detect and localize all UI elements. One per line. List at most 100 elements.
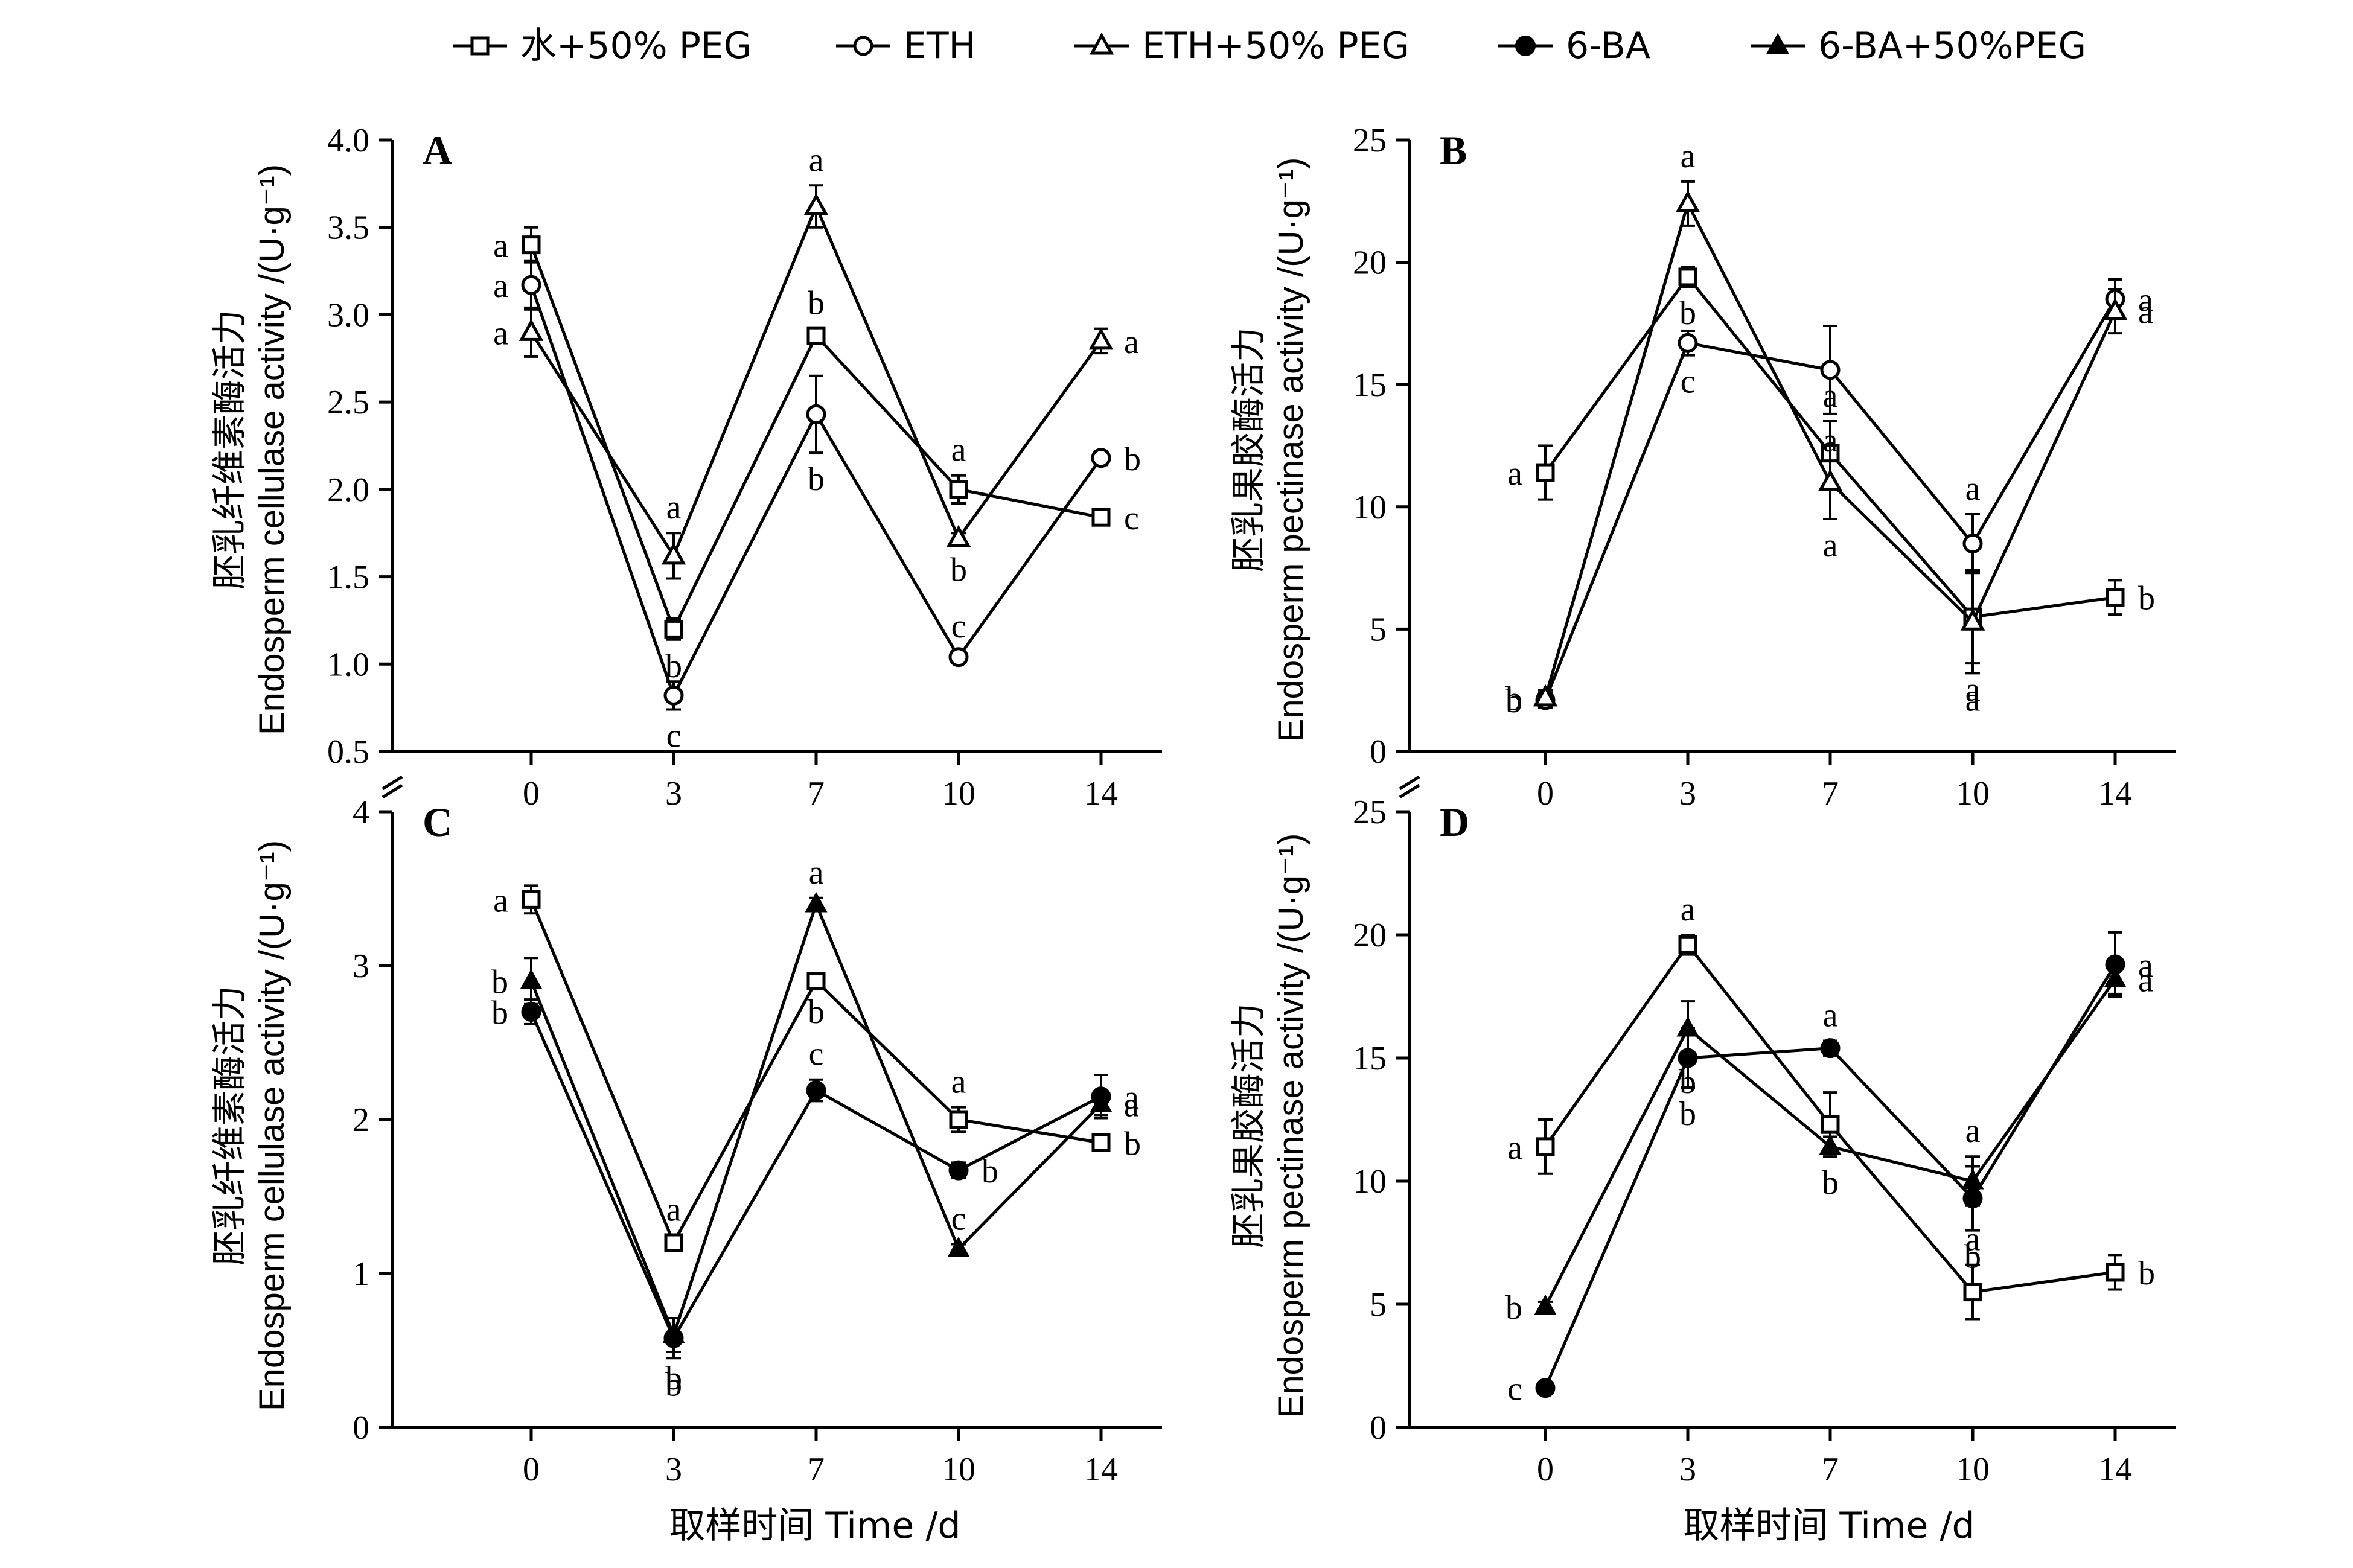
significance-label: a bbox=[1823, 527, 1838, 564]
y-tick-label: 0 bbox=[1370, 733, 1387, 771]
data-point-triangle bbox=[946, 524, 971, 547]
significance-label: a bbox=[951, 432, 966, 469]
legend-label-s3: ETH+50% PEG bbox=[1142, 25, 1410, 67]
x-tick-label: 3 bbox=[665, 775, 682, 812]
y-axis-title-en: Endosperm cellulase activity /(U·g⁻¹) bbox=[252, 164, 292, 735]
panel-b: 05101520250371014Babaabbcaaabaaaa bbox=[1353, 122, 2176, 812]
x-tick-label: 0 bbox=[523, 1451, 540, 1488]
significance-label: a bbox=[1965, 1112, 1981, 1150]
data-point-square bbox=[1536, 1137, 1555, 1156]
data-point-square bbox=[664, 1233, 683, 1252]
significance-label: a bbox=[951, 1063, 966, 1101]
y-tick-label: 1 bbox=[353, 1255, 369, 1293]
significance-label: a bbox=[2138, 294, 2153, 331]
significance-label: b bbox=[808, 285, 825, 322]
significance-label: a bbox=[1823, 996, 1838, 1034]
y-tick-label: 2.0 bbox=[327, 471, 369, 509]
significance-label: a bbox=[1124, 323, 1139, 361]
y-tick-label: 3 bbox=[353, 948, 369, 985]
data-point-triangle bbox=[1960, 608, 1985, 631]
y-tick-label: 1.0 bbox=[327, 646, 369, 683]
y-tick-label: 5 bbox=[1370, 611, 1387, 648]
significance-label: c bbox=[809, 1036, 824, 1073]
data-point-triangle-filled bbox=[1090, 1092, 1113, 1112]
legend-item-s2: ETH bbox=[836, 25, 976, 67]
y-tick-label: 3.5 bbox=[327, 209, 369, 247]
significance-label: a bbox=[493, 314, 508, 352]
data-point-square bbox=[664, 619, 683, 639]
y-tick-label: 1.5 bbox=[327, 559, 369, 596]
data-point-circle bbox=[948, 647, 969, 668]
data-point-circle bbox=[1091, 448, 1111, 468]
y-axis-title-cn: 胚乳纤维素酶活力 bbox=[209, 310, 250, 590]
series-s3: b a a a a bbox=[1505, 138, 2153, 718]
significance-label: b bbox=[665, 1360, 682, 1397]
panel-letter: B bbox=[1440, 127, 1467, 173]
significance-label: a bbox=[666, 1191, 682, 1228]
significance-label: a bbox=[493, 882, 508, 919]
legend-item-s1: 水+50% PEG bbox=[453, 25, 752, 67]
significance-label: a bbox=[1965, 470, 1981, 508]
significance-label: b bbox=[665, 1366, 682, 1403]
x-tick-label: 10 bbox=[942, 1451, 975, 1488]
data-point-triangle-filled bbox=[520, 969, 543, 989]
y-tick-label: 15 bbox=[1353, 366, 1387, 404]
significance-label: b bbox=[1124, 1125, 1141, 1162]
data-point-circle-filled bbox=[948, 1160, 969, 1181]
y-tick-label: 10 bbox=[1353, 489, 1387, 526]
significance-label: a bbox=[2138, 947, 2153, 984]
data-point-triangle bbox=[519, 319, 544, 341]
data-point-square bbox=[1536, 463, 1555, 482]
x-tick-label: 14 bbox=[1084, 1451, 1118, 1488]
x-tick-label: 10 bbox=[1956, 775, 1990, 812]
y-tick-label: 2 bbox=[353, 1101, 369, 1139]
panel-letter: C bbox=[423, 799, 452, 845]
x-tick-label: 10 bbox=[1956, 1451, 1990, 1488]
data-point-circle-filled bbox=[806, 1080, 826, 1101]
data-point-circle bbox=[1962, 534, 1983, 554]
significance-label: a bbox=[493, 267, 508, 305]
x-tick-label: 14 bbox=[2098, 775, 2132, 812]
y-tick-label: 20 bbox=[1353, 244, 1387, 282]
y-tick-label: 2.5 bbox=[327, 384, 369, 421]
x-axis-title: 取样时间 Time /d bbox=[1683, 1505, 1975, 1547]
significance-label: b bbox=[1679, 1095, 1696, 1133]
significance-label: b bbox=[2138, 1255, 2155, 1292]
legend-item-s5: 6-BA+50%PEG bbox=[1751, 25, 2086, 67]
legend-item-s3: ETH+50% PEG bbox=[1074, 25, 1410, 67]
x-tick-label: 3 bbox=[1679, 1451, 1696, 1488]
y-axis-title-en: Endosperm pectinase activity /(U·g⁻¹) bbox=[1271, 833, 1311, 1418]
legend-marker-triangle-open bbox=[1089, 32, 1114, 55]
data-point-square bbox=[1091, 508, 1111, 527]
significance-label: a bbox=[493, 228, 508, 265]
x-tick-label: 7 bbox=[808, 775, 825, 812]
y-tick-label: 25 bbox=[1353, 794, 1387, 831]
significance-label: b bbox=[808, 461, 825, 498]
data-point-triangle-filled bbox=[2104, 967, 2127, 987]
legend-label-s4: 6-BA bbox=[1566, 25, 1650, 67]
x-tick-label: 10 bbox=[942, 775, 975, 812]
data-point-circle bbox=[663, 685, 684, 706]
legend-marker-square-open bbox=[470, 36, 490, 56]
x-tick-label: 7 bbox=[808, 1451, 825, 1488]
significance-label: a bbox=[666, 489, 682, 526]
significance-label: b bbox=[1679, 1063, 1696, 1101]
significance-label: b bbox=[950, 552, 967, 589]
significance-label: b bbox=[808, 993, 825, 1031]
x-tick-label: 7 bbox=[1822, 1451, 1839, 1488]
significance-label: a bbox=[809, 141, 824, 179]
significance-label: b bbox=[1505, 680, 1522, 718]
y-tick-label: 0 bbox=[1370, 1409, 1387, 1447]
significance-label: a bbox=[809, 854, 824, 891]
y-tick-label: 4 bbox=[353, 794, 369, 831]
panel-a: 0.51.01.52.02.53.03.54.00 3 7 10 14Aabbacacb… bbox=[327, 122, 1162, 812]
significance-label: a bbox=[1507, 455, 1522, 492]
significance-label: b bbox=[1822, 1164, 1839, 1202]
significance-label: b bbox=[2138, 580, 2155, 617]
data-point-triangle bbox=[1818, 469, 1843, 491]
data-point-square bbox=[1091, 1133, 1111, 1152]
x-tick-label: 0 bbox=[523, 775, 540, 812]
